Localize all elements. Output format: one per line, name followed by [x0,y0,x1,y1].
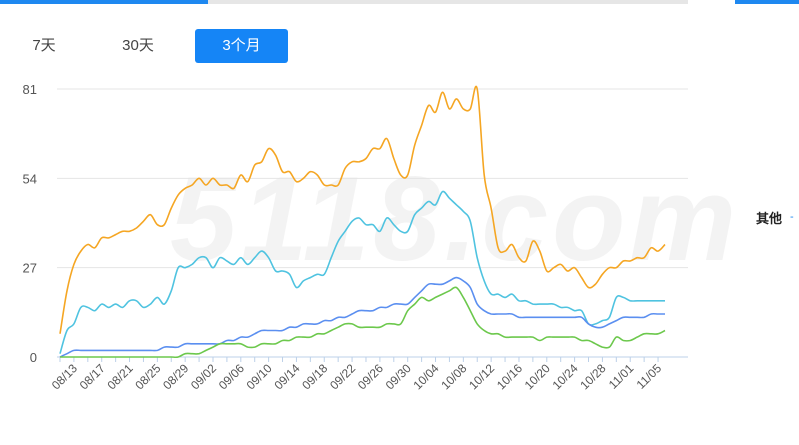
tab-30-days[interactable]: 30天 [122,37,154,54]
y-tick-label: 0 [30,350,37,365]
x-tick-label: 09/02 [188,361,219,392]
series-line-orange [59,85,666,334]
x-tick-label: 08/17 [77,361,108,392]
x-tick-label: 09/30 [383,361,414,392]
x-tick-label: 10/24 [550,361,581,392]
x-tick-label: 08/13 [49,361,80,392]
x-tick-label: 11/01 [606,361,637,392]
top-rule-right-segment [735,0,799,4]
x-tick-label: 10/08 [438,361,469,392]
x-tick-label: 08/21 [105,361,136,392]
x-tick-label: 10/20 [522,361,553,392]
series-line-cyan [59,190,665,354]
x-tick-label: 09/06 [216,361,247,392]
x-tick-label: 09/22 [327,361,358,392]
x-tick-label: 10/04 [411,361,442,392]
x-tick-label: 10/16 [494,361,525,392]
x-tick-label: 11/05 [634,361,665,392]
y-tick-label: 27 [23,261,37,276]
x-tick-label: 09/18 [299,361,330,392]
top-rule [0,0,688,4]
x-tick-label: 10/12 [466,361,497,392]
y-tick-label: 81 [23,82,37,97]
series-line-blue [59,276,665,358]
top-rule-active-segment [0,0,208,4]
x-tick-label: 09/14 [271,361,302,392]
tab-7-days[interactable]: 7天 [32,37,56,54]
x-tick-label: 08/29 [160,361,191,392]
x-tick-label: 10/28 [577,361,608,392]
x-tick-label: 09/26 [355,361,386,392]
legend-marker: - [790,211,794,223]
x-tick-label: 08/25 [132,361,163,392]
x-tick-label: 09/10 [244,361,275,392]
legend-label-other: 其他 [756,211,783,226]
y-tick-label: 54 [23,171,37,186]
tab-3-months[interactable]: 3个月 [195,29,288,63]
series-line-green [60,286,666,359]
